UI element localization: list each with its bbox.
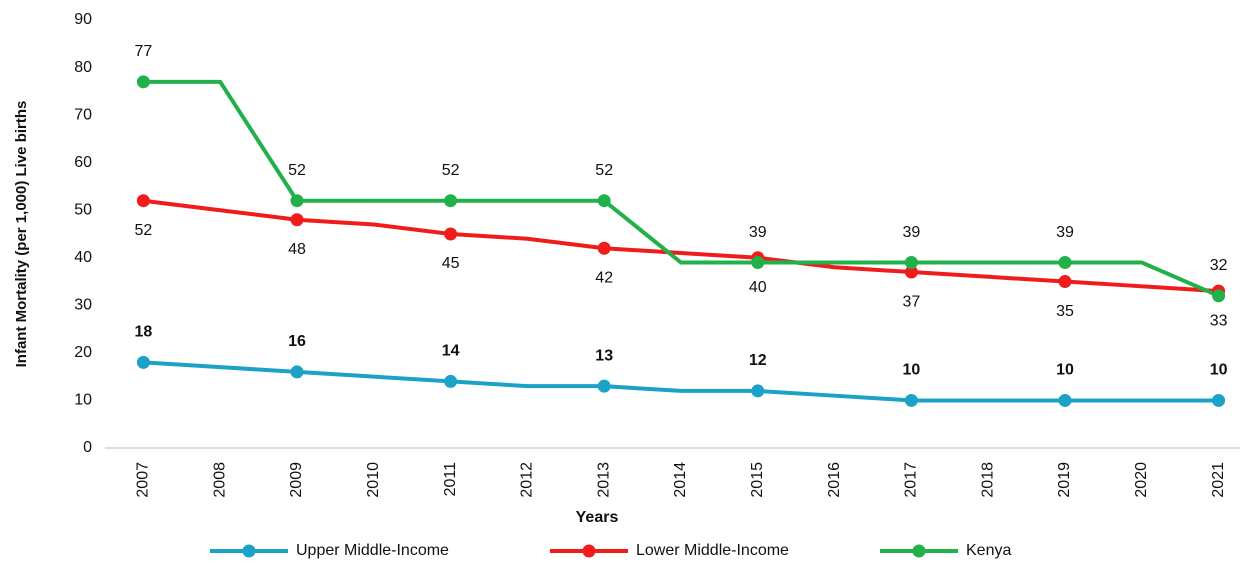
marker <box>751 384 765 398</box>
data-label: 10 <box>1210 362 1228 379</box>
data-label: 13 <box>595 347 613 364</box>
y-tick-label: 50 <box>74 201 92 218</box>
data-label: 35 <box>1056 303 1074 320</box>
marker <box>136 355 150 369</box>
x-tick-label: 2020 <box>1133 462 1150 498</box>
marker <box>1212 393 1226 407</box>
data-label: 52 <box>595 162 613 179</box>
data-label: 39 <box>1056 224 1074 241</box>
marker <box>904 265 918 279</box>
legend-label: Upper Middle-Income <box>296 542 449 559</box>
marker <box>1212 289 1226 303</box>
legend-marker <box>242 544 256 558</box>
data-label: 52 <box>135 222 153 239</box>
y-tick-label: 90 <box>74 11 92 28</box>
x-tick-label: 2021 <box>1210 462 1227 498</box>
marker <box>904 256 918 270</box>
y-tick-label: 60 <box>74 154 92 171</box>
x-tick-label: 2018 <box>979 462 996 498</box>
x-tick-label: 2014 <box>672 462 689 498</box>
marker <box>136 75 150 89</box>
marker <box>290 194 304 208</box>
series-line <box>143 79 1220 298</box>
marker <box>1058 256 1072 270</box>
y-tick-label: 10 <box>74 392 92 409</box>
marker <box>904 393 918 407</box>
marker <box>751 256 765 270</box>
y-axis-label: Infant Mortality (per 1,000) Live births <box>13 101 30 368</box>
data-label: 52 <box>288 162 306 179</box>
marker <box>597 241 611 255</box>
x-axis-label: Years <box>576 509 619 526</box>
data-label: 16 <box>288 333 306 350</box>
x-tick-label: 2008 <box>211 462 228 498</box>
x-tick-label: 2017 <box>903 462 920 498</box>
marker <box>444 194 458 208</box>
data-label: 14 <box>442 343 460 360</box>
marker <box>136 194 150 208</box>
data-label: 10 <box>903 362 921 379</box>
series-line <box>143 360 1219 403</box>
x-tick-label: 2012 <box>519 462 536 498</box>
data-label: 52 <box>442 162 460 179</box>
y-tick-label: 40 <box>74 249 92 266</box>
data-label: 18 <box>135 324 153 341</box>
data-label: 39 <box>903 224 921 241</box>
series-line <box>143 198 1219 294</box>
legend-marker <box>912 544 926 558</box>
data-label: 10 <box>1056 362 1074 379</box>
data-label: 40 <box>749 279 767 296</box>
data-label: 45 <box>442 255 460 272</box>
data-label: 32 <box>1210 257 1228 274</box>
legend-label: Kenya <box>966 542 1011 559</box>
y-tick-label: 30 <box>74 297 92 314</box>
x-tick-label: 2019 <box>1056 462 1073 498</box>
legend-label: Lower Middle-Income <box>636 542 789 559</box>
legend-marker <box>582 544 596 558</box>
marker <box>1058 275 1072 289</box>
y-tick-label: 0 <box>83 439 92 456</box>
x-tick-label: 2016 <box>826 462 843 498</box>
marker <box>444 374 458 388</box>
data-label: 37 <box>903 293 921 310</box>
x-tick-label: 2015 <box>749 462 766 498</box>
y-tick-label: 80 <box>74 59 92 76</box>
marker <box>597 379 611 393</box>
data-label: 77 <box>135 43 153 60</box>
y-tick-label: 70 <box>74 106 92 123</box>
marker <box>290 213 304 227</box>
x-tick-label: 2011 <box>442 462 459 497</box>
x-tick-label: 2009 <box>288 462 305 498</box>
marker <box>290 365 304 379</box>
data-label: 12 <box>749 352 767 369</box>
x-tick-label: 2007 <box>135 462 152 498</box>
x-tick-label: 2013 <box>595 462 612 498</box>
data-label: 42 <box>595 269 613 286</box>
data-label: 33 <box>1210 312 1228 329</box>
data-label: 39 <box>749 224 767 241</box>
data-label: 48 <box>288 241 306 258</box>
y-tick-label: 20 <box>74 344 92 361</box>
marker <box>444 227 458 241</box>
marker <box>1058 393 1072 407</box>
x-tick-label: 2010 <box>365 462 382 498</box>
marker <box>597 194 611 208</box>
